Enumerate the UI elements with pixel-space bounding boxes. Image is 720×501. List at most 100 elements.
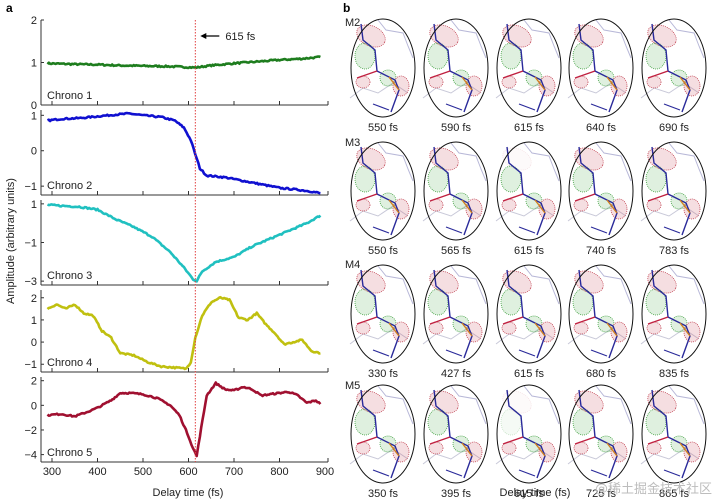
- stick-model-sulfur: [679, 442, 691, 457]
- panel-a-label: a: [6, 1, 13, 15]
- series-label: Chrono 1: [47, 90, 92, 102]
- snapshot-cell: 350 fs: [349, 384, 416, 500]
- negative-density-mesh: [610, 75, 628, 97]
- stick-model-sulfur: [388, 322, 400, 337]
- stick-model: [663, 469, 681, 477]
- background-stick: [523, 265, 560, 305]
- stick-model-sulfur: [388, 199, 400, 214]
- y-tick-label: 0: [31, 100, 37, 112]
- negative-density-mesh: [392, 321, 410, 343]
- stick-model-oxygen: [502, 316, 524, 325]
- chrono-panel-1: 0 1 2 Chrono 1: [31, 15, 329, 112]
- series-label: Chrono 3: [47, 270, 92, 282]
- negative-density-mesh: [465, 321, 483, 343]
- negative-density-mesh: [538, 441, 556, 463]
- stick-model: [372, 226, 390, 234]
- snapshot-cell: 565 fs: [422, 141, 489, 257]
- stick-model-oxygen: [356, 316, 378, 325]
- snapshot-time-label: 865 fs: [659, 488, 689, 500]
- snapshot-frame: [568, 384, 634, 484]
- snapshot-frame: [350, 384, 416, 484]
- stick-model: [663, 349, 681, 357]
- x-tick-label: 300: [43, 466, 61, 478]
- y-tick-label: −2: [24, 425, 37, 437]
- negative-density-mesh: [392, 441, 410, 463]
- snapshot-row-m4: M4 330 fs 427 fs 615 fs 680 fs 835 fs: [345, 259, 707, 380]
- negative-density-mesh: [392, 198, 410, 220]
- snapshot-frame: [496, 141, 562, 241]
- snapshot-frame: [496, 18, 562, 118]
- background-stick: [523, 385, 560, 425]
- negative-density-mesh: [610, 321, 628, 343]
- row-label: M5: [345, 380, 360, 392]
- negative-density-mesh: [538, 321, 556, 343]
- snapshot-time-label: 615 fs: [514, 368, 544, 380]
- row-label: M3: [345, 137, 360, 149]
- y-tick-label: 2: [31, 293, 37, 305]
- stick-model-sulfur: [679, 322, 691, 337]
- stick-model-oxygen: [502, 436, 524, 445]
- negative-density-mesh: [465, 198, 483, 220]
- stick-model-sulfur: [461, 322, 473, 337]
- snapshot-time-label: 615 fs: [514, 245, 544, 257]
- series-label: Chrono 5: [47, 447, 92, 459]
- stick-model: [590, 469, 608, 477]
- y-tick-label: −4: [24, 450, 37, 462]
- stick-model: [445, 349, 463, 357]
- negative-density-mesh: [610, 198, 628, 220]
- series-line-chrono-4: [46, 295, 321, 371]
- snapshot-cell: 725 fs: [567, 384, 634, 500]
- snapshot-cell: 550 fs: [349, 18, 416, 134]
- y-tick-label: −3: [24, 276, 37, 288]
- x-tick-label: 500: [134, 466, 152, 478]
- snapshot-row-m2: M2 550 fs 590 fs 615 fs 640 fs 690 fs: [345, 17, 707, 134]
- snapshot-cell: 427 fs: [422, 264, 489, 380]
- stick-model-sulfur: [461, 199, 473, 214]
- negative-density-mesh: [683, 321, 701, 343]
- background-stick: [450, 265, 487, 305]
- x-tick-label: 600: [179, 466, 197, 478]
- background-stick: [450, 142, 487, 182]
- y-tick-label: 1: [31, 58, 37, 70]
- annotation-label: 615 fs: [225, 31, 255, 43]
- stick-model: [445, 103, 463, 111]
- stick-model: [518, 226, 536, 234]
- x-tick-label: 800: [270, 466, 288, 478]
- snapshot-frame: [641, 384, 707, 484]
- snapshot-time-label: 350 fs: [368, 488, 398, 500]
- stick-model: [590, 349, 608, 357]
- negative-density-mesh: [683, 441, 701, 463]
- x-tick-label: 400: [88, 466, 106, 478]
- x-tick-label: 900: [316, 466, 334, 478]
- stick-model-sulfur: [461, 442, 473, 457]
- y-tick-label: 2: [31, 15, 37, 27]
- snapshot-cell: 395 fs: [422, 384, 489, 500]
- stick-model-sulfur: [461, 76, 473, 91]
- negative-density-mesh: [392, 75, 410, 97]
- stick-model-oxygen: [574, 70, 596, 79]
- chrono-panel-4: −1 0 1 2 Chrono 4: [24, 290, 329, 373]
- series-line-chrono-5: [46, 381, 322, 458]
- stick-model-sulfur: [534, 322, 546, 337]
- negative-density-mesh: [538, 75, 556, 97]
- snapshot-frame: [568, 264, 634, 364]
- stick-model-sulfur: [534, 76, 546, 91]
- snapshot-frame: [496, 384, 562, 484]
- snapshot-time-label: 680 fs: [586, 368, 616, 380]
- stick-model-sulfur: [679, 199, 691, 214]
- stick-model-oxygen: [356, 436, 378, 445]
- snapshot-cell: 865 fs: [640, 384, 707, 500]
- snapshot-row-m5: M5 350 fs 395 fs 615 fs 725 fs 865 fs: [345, 380, 707, 500]
- background-stick: [668, 385, 705, 425]
- snapshot-row-m3: M3 550 fs 565 fs 615 fs 740 fs 783 fs: [345, 137, 707, 257]
- stick-model-oxygen: [429, 70, 451, 79]
- snapshot-time-label: 615 fs: [514, 122, 544, 134]
- background-stick: [450, 19, 487, 59]
- negative-density-mesh: [683, 75, 701, 97]
- x-tick-label: 700: [225, 466, 243, 478]
- stick-model: [590, 226, 608, 234]
- background-stick: [523, 19, 560, 59]
- stick-model-sulfur: [606, 322, 618, 337]
- series-label: Chrono 2: [47, 180, 92, 192]
